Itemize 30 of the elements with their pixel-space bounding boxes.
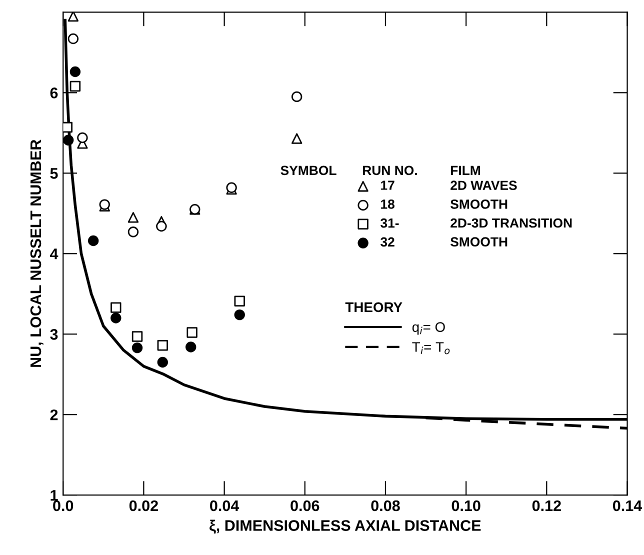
legend-label: 18 xyxy=(381,199,394,209)
y-axis-title: NU, LOCAL NUSSELT NUMBER xyxy=(30,140,44,367)
annotation: SMOOTH xyxy=(450,237,508,247)
y-tick-label: 2 xyxy=(50,409,58,420)
x-tick-label: 0.04 xyxy=(210,500,240,512)
legend-label: q$_{i}$= O xyxy=(412,322,445,335)
legend-label: 17 xyxy=(381,180,394,190)
x-tick-label: 0.10 xyxy=(452,500,480,512)
x-tick-label: 0.0 xyxy=(53,500,74,512)
x-tick-label: 0.06 xyxy=(290,500,320,512)
y-tick-label: 5 xyxy=(50,168,58,179)
y-tick-label: 1 xyxy=(50,490,58,501)
y-tick-label: 3 xyxy=(50,328,58,340)
annotation: 2D-3D TRANSITION xyxy=(450,218,572,228)
legend-label: T$_{i}$= T$_{o}$ xyxy=(412,342,450,354)
y-tick-label: 4 xyxy=(50,248,58,260)
x-tick-label: 0.12 xyxy=(532,500,561,512)
legend-title: THEORY xyxy=(345,302,402,312)
legend-label: 32 xyxy=(380,237,394,247)
x-tick-label: 0.02 xyxy=(129,500,158,512)
legend-label: 31- xyxy=(380,218,399,228)
annotation: SMOOTH xyxy=(450,200,508,209)
y-tick-label: 6 xyxy=(50,88,58,98)
annotation: 2D WAVES xyxy=(450,180,517,190)
x-tick-label: 0.14 xyxy=(612,500,642,512)
annotation: SYMBOL xyxy=(280,166,336,176)
annotation: FILM xyxy=(450,166,480,175)
x-axis-title: ξ, DIMENSIONLESS AXIAL DISTANCE xyxy=(210,520,481,534)
annotation: RUN NO. xyxy=(362,166,417,176)
x-tick-label: 0.08 xyxy=(371,500,400,512)
